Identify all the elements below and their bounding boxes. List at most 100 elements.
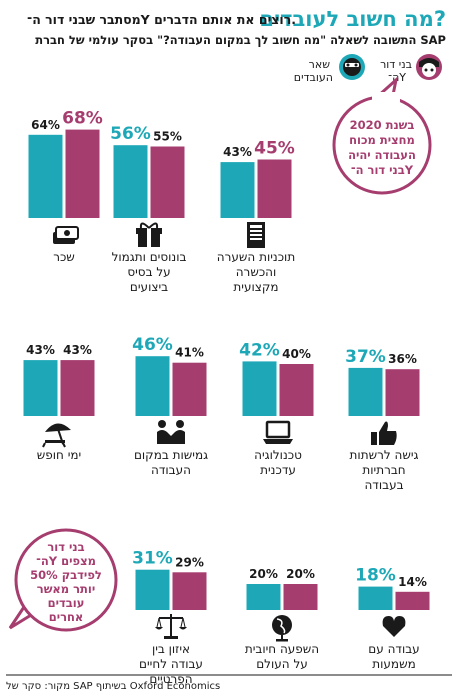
data-label-gen-y: 43%	[63, 343, 92, 357]
others-avatar-icon	[339, 54, 365, 80]
bar-gen-y	[283, 584, 318, 610]
data-label-others: 31%	[132, 549, 173, 569]
bubble-top-line-3: העבודה יהיה	[348, 148, 416, 162]
category-label: השפעה חיובית	[245, 642, 319, 656]
data-label-others: 64%	[31, 118, 60, 132]
source-footer: מקור: סקר של SAP בשיתוף Oxford Economics	[6, 681, 220, 692]
data-label-others: 18%	[355, 566, 396, 586]
bar-others	[113, 145, 148, 218]
category-label: ביצועים	[130, 280, 168, 294]
data-label-others: 20%	[249, 567, 278, 581]
bar-gen-y	[150, 146, 185, 218]
bar-gen-y	[172, 362, 207, 416]
scales-icon	[155, 614, 187, 639]
category-icon	[371, 421, 397, 445]
bubble-bottom-line-6: אחרים	[49, 610, 84, 624]
survey-question: התשובה לשאלה "מה חשוב לך במקום העבודה?" …	[35, 33, 446, 47]
category-label: עבודה עם	[368, 642, 419, 656]
bar-others	[28, 134, 63, 218]
bubble-bottom-line-1: בני דור	[47, 540, 84, 554]
legend-gen-y-label: בני דור	[380, 58, 412, 71]
handshake-icon	[157, 420, 185, 444]
bar-others	[348, 367, 383, 416]
data-label-others: 42%	[239, 340, 280, 360]
category-label: ימי חופש	[37, 448, 81, 462]
thumbs-up-icon	[371, 421, 397, 445]
category-label: שכר	[53, 250, 75, 264]
bubble-top-line-1: בשנת 2020	[350, 118, 415, 132]
data-label-gen-y: 14%	[398, 575, 427, 589]
data-label-gen-y: 36%	[388, 352, 417, 366]
page-subtitle: מסתבר שבני דור ה־Y רוצים את אותם הדברים.	[27, 12, 296, 27]
category-icon	[42, 423, 71, 448]
bar-others	[358, 586, 393, 610]
bar-others	[135, 569, 170, 610]
category-label: משמעות	[372, 657, 415, 671]
category-label: חברתיות	[362, 463, 405, 477]
category-label: בונוסים ותגמול	[112, 250, 187, 264]
category-label: גמישות במקום	[134, 448, 208, 462]
category-label: על בסיס	[127, 265, 170, 279]
heart-icon	[382, 616, 406, 637]
data-label-gen-y: 68%	[62, 109, 103, 129]
category-icon	[272, 615, 292, 642]
laptop-icon	[263, 420, 293, 444]
bar-gen-y	[65, 129, 100, 218]
bar-gen-y	[257, 159, 292, 218]
data-label-gen-y: 45%	[254, 139, 295, 159]
money-icon	[53, 226, 79, 244]
category-label: על העולם	[256, 657, 308, 671]
bubble-bottom-line-2: ה־Y מצפים	[36, 554, 96, 568]
bar-others	[220, 162, 255, 218]
category-label: טכנולוגיה	[254, 448, 302, 462]
category-label: עבודה לחיים	[139, 657, 203, 671]
data-label-others: 43%	[223, 145, 252, 159]
data-label-others: 46%	[132, 335, 173, 355]
category-label: גישה לרשתות	[350, 448, 419, 462]
legend-others-label: שאר	[309, 58, 331, 71]
bar-gen-y	[395, 591, 430, 610]
bar-others	[135, 356, 170, 416]
category-label: והכשרה	[236, 265, 277, 279]
bar-others	[23, 360, 58, 416]
page-title: מה חשוב לעובדים?	[259, 7, 446, 31]
bubble-top-line-2: מחצית מכוח	[349, 133, 415, 147]
bottom-callout-bubble: בני דור ה־Y מצפים לפידבק 50% יותר מאשר ע…	[8, 528, 118, 632]
data-label-gen-y: 41%	[175, 346, 204, 360]
bar-others	[246, 584, 281, 610]
book-icon	[247, 222, 265, 248]
category-icon	[53, 226, 79, 244]
gift-icon	[136, 222, 162, 247]
bar-others	[242, 361, 277, 416]
category-label: תוכניות השערה	[217, 250, 295, 264]
bar-gen-y	[385, 369, 420, 416]
category-icon	[247, 222, 265, 248]
data-label-others: 56%	[110, 124, 151, 144]
beach-umbrella-icon	[42, 423, 71, 448]
bar-gen-y	[279, 364, 314, 416]
category-icon	[136, 222, 162, 247]
data-label-gen-y: 29%	[175, 555, 204, 569]
category-label: עדכנית	[260, 463, 296, 477]
category-icon	[157, 420, 185, 444]
data-label-others: 37%	[345, 347, 386, 367]
top-callout-bubble: בשנת 2020 מחצית מכוח העבודה יהיה בני דור…	[332, 75, 432, 195]
category-label: מקצועית	[233, 280, 278, 294]
legend: בני דור ה־Y שאר העובדים	[294, 54, 442, 84]
category-label: איזון בין	[152, 642, 190, 656]
legend-others-label-2: העובדים	[294, 71, 333, 84]
data-label-gen-y: 55%	[153, 130, 182, 144]
category-label: בעבודה	[364, 478, 403, 492]
bar-group: 43% 43% ימי חופש	[23, 343, 95, 462]
bubble-top-line-4: בני דור ה־Y	[351, 163, 414, 177]
category-label: העבודה	[151, 463, 191, 477]
